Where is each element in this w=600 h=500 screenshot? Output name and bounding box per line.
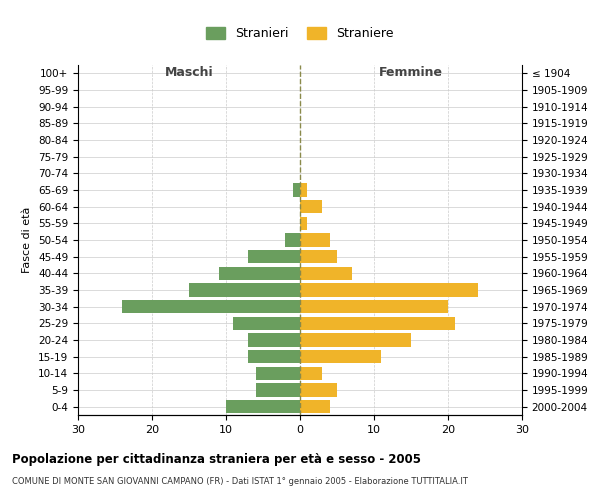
Bar <box>256 384 300 396</box>
Bar <box>248 350 300 364</box>
Bar <box>233 316 300 330</box>
Bar <box>300 300 448 314</box>
Text: Maschi: Maschi <box>164 66 214 79</box>
Y-axis label: Fasce di età: Fasce di età <box>22 207 32 273</box>
Bar <box>293 184 300 196</box>
Y-axis label: Anni di nascita: Anni di nascita <box>597 198 600 281</box>
Bar <box>300 384 337 396</box>
Bar <box>300 350 382 364</box>
Bar <box>122 300 300 314</box>
Bar <box>300 216 307 230</box>
Bar <box>285 234 300 246</box>
Bar <box>300 284 478 296</box>
Bar <box>300 250 337 264</box>
Bar <box>300 316 455 330</box>
Text: Femmine: Femmine <box>379 66 443 79</box>
Bar <box>189 284 300 296</box>
Bar <box>300 366 322 380</box>
Bar <box>300 266 352 280</box>
Bar <box>300 334 411 346</box>
Bar <box>218 266 300 280</box>
Bar <box>300 184 307 196</box>
Legend: Stranieri, Straniere: Stranieri, Straniere <box>202 22 398 46</box>
Text: Popolazione per cittadinanza straniera per età e sesso - 2005: Popolazione per cittadinanza straniera p… <box>12 452 421 466</box>
Bar <box>300 234 329 246</box>
Text: COMUNE DI MONTE SAN GIOVANNI CAMPANO (FR) - Dati ISTAT 1° gennaio 2005 - Elabora: COMUNE DI MONTE SAN GIOVANNI CAMPANO (FR… <box>12 478 468 486</box>
Bar <box>248 334 300 346</box>
Bar <box>226 400 300 413</box>
Bar <box>256 366 300 380</box>
Bar <box>248 250 300 264</box>
Bar <box>300 200 322 213</box>
Bar <box>300 400 329 413</box>
